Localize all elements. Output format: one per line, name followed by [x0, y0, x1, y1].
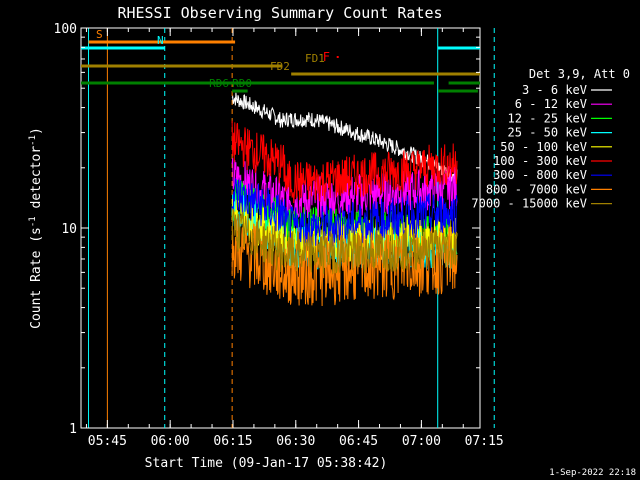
x-tick-label-0: 05:45	[88, 434, 127, 449]
y-axis-label-end: )	[29, 127, 44, 135]
x-tick-label-3: 06:30	[276, 434, 315, 449]
y-axis: 1 10 100	[54, 22, 480, 437]
legend-label-5: 100 - 300 keV	[493, 154, 587, 168]
series-line-7	[231, 218, 458, 307]
x-tick-label-4: 06:45	[339, 434, 378, 449]
legend-label-4: 50 - 100 keV	[500, 140, 587, 154]
x-tick-label-6: 07:15	[465, 434, 504, 449]
legend-label-6: 300 - 800 keV	[493, 168, 587, 182]
flag-label-n: N	[157, 34, 164, 47]
legend-label-3: 25 - 50 keV	[508, 126, 587, 140]
y-tick-label-1: 10	[61, 222, 77, 237]
flag-label-fd1: FD1	[305, 52, 325, 65]
flag-label-s: S	[96, 28, 103, 41]
flare-marker-label: F	[323, 50, 330, 64]
y-axis-label-tail: detector	[29, 146, 44, 217]
flag-label-fd2: FD2	[270, 60, 290, 73]
chart-title: RHESSI Observing Summary Count Rates	[117, 4, 442, 22]
series-line-8	[231, 208, 458, 274]
y-axis-label-main: Count Rate (s	[29, 227, 44, 329]
x-axis: 05:45 06:00 06:15 06:30 06:45 07:00 07:15	[85, 28, 504, 449]
legend-label-8: 7000 - 15000 keV	[471, 197, 587, 211]
x-tick-label-1: 06:00	[151, 434, 190, 449]
legend-label-7: 800 - 7000 keV	[486, 182, 587, 196]
x-tick-label-5: 07:00	[402, 434, 441, 449]
flag-label-rd6: RD6	[209, 77, 229, 90]
y-axis-label-sup2: -1	[28, 135, 38, 146]
legend-label-0: 3 - 6 keV	[522, 83, 587, 97]
y-axis-label: Count Rate (s-1 detector-1)	[28, 127, 44, 329]
y-tick-label-2: 100	[54, 22, 77, 37]
y-tick-label-0: 1	[69, 422, 77, 437]
flare-marker-dot	[336, 56, 339, 58]
x-tick-label-2: 06:15	[213, 434, 252, 449]
legend-header: Det 3,9, Att 0	[529, 67, 630, 81]
legend-label-2: 12 - 25 keV	[508, 111, 587, 125]
flag-label-rd0: RD0	[232, 77, 252, 90]
legend-label-1: 6 - 12 keV	[515, 97, 587, 111]
series-line-5	[231, 120, 458, 204]
footer-timestamp: 1-Sep-2022 22:18	[549, 468, 636, 478]
x-axis-label: Start Time (09-Jan-17 05:38:42)	[145, 456, 388, 471]
series-line-6	[231, 177, 458, 250]
y-axis-label-sup: -1	[28, 216, 38, 227]
